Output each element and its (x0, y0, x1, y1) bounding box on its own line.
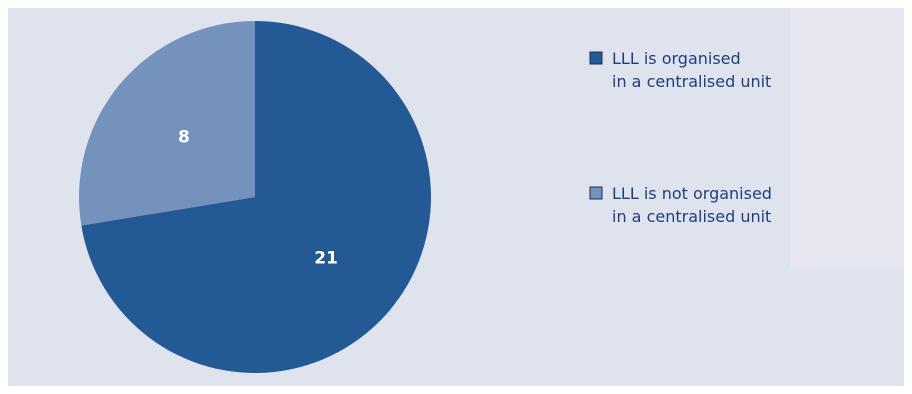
pie-value-labels: 21 8 (178, 128, 338, 269)
pie-slice-1 (81, 21, 432, 373)
legend-label-1-line-1: LLL is organised (612, 49, 741, 68)
pie-slice-2 (79, 21, 256, 226)
legend: LLL is organised in a centralised unit LLL… (589, 49, 772, 226)
legend-swatch-1 (589, 51, 603, 65)
chart-panel: 21 8 LLL is organised in a centralised uni… (8, 8, 904, 386)
legend-label-2-line-1: LLL is not organised (612, 184, 772, 203)
legend-label-2-line-2: in a centralised unit (612, 207, 771, 226)
legend-label-1-line-2: in a centralised unit (612, 72, 771, 91)
legend-swatch-2 (589, 186, 603, 200)
legend-backdrop (790, 8, 904, 268)
pie-chart: 21 8 LLL is organised in a centralised uni… (79, 8, 904, 373)
pie-slices (79, 21, 432, 373)
pie-slice-value-label-1: 21 (314, 248, 338, 268)
pie-slice-value-label-2: 8 (178, 128, 190, 148)
